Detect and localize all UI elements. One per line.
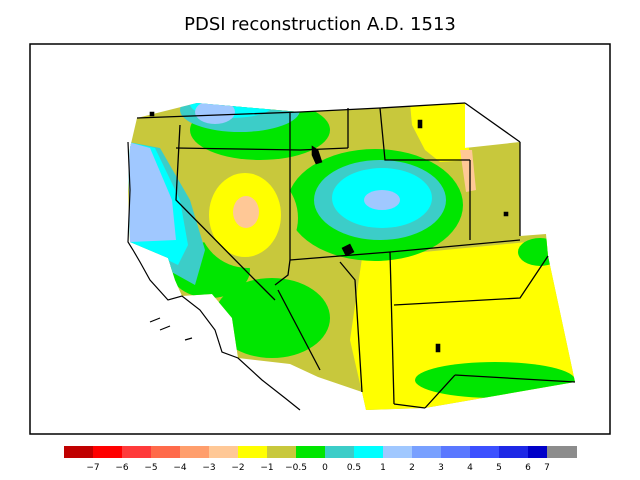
legend-label: −7 bbox=[86, 463, 99, 473]
legend-label: 7 bbox=[544, 463, 550, 473]
lake-powell bbox=[341, 243, 355, 257]
colorado-utah-west bbox=[389, 251, 395, 405]
legend-swatch-neg3-neg2 bbox=[209, 446, 238, 458]
legend-label: −2 bbox=[231, 463, 244, 473]
legend-swatch-gt-7 bbox=[547, 446, 577, 458]
pacific-coastline bbox=[127, 141, 301, 411]
legend-labels: −7 −6 −5 −4 −3 −2 −1 −0.5 0 0.5 1 2 3 4 … bbox=[86, 463, 550, 473]
legend-swatch-neg1-neg05 bbox=[267, 446, 296, 458]
lake-southeast bbox=[435, 343, 441, 353]
band-1-2-north bbox=[195, 103, 235, 124]
legend-colorbar bbox=[64, 446, 577, 458]
wyoming-north bbox=[379, 107, 470, 161]
legend-label: 5 bbox=[496, 463, 502, 473]
canada-border bbox=[136, 102, 466, 119]
texas-newmexico bbox=[424, 374, 456, 409]
legend-label: −3 bbox=[202, 463, 215, 473]
legend-swatch-neg5-neg4 bbox=[151, 446, 180, 458]
california-nevada-border bbox=[175, 124, 276, 301]
contour-fill bbox=[128, 103, 575, 410]
band-neg05-0-arizona bbox=[214, 278, 330, 358]
nevada-arizona-border bbox=[274, 259, 291, 286]
legend-label: 0.5 bbox=[347, 463, 361, 473]
colorado-south bbox=[393, 255, 549, 306]
legend-label: 3 bbox=[438, 463, 444, 473]
arizona-newmexico-border bbox=[339, 261, 363, 393]
legend-swatch-3-4 bbox=[441, 446, 470, 458]
newmexico-south bbox=[393, 403, 426, 409]
legend-label: 1 bbox=[380, 463, 386, 473]
legend-label: 4 bbox=[467, 463, 473, 473]
legend-label: −5 bbox=[144, 463, 157, 473]
legend-swatch-lt-neg7 bbox=[64, 446, 93, 458]
legend-swatch-1-2 bbox=[383, 446, 412, 458]
channel-islands bbox=[149, 317, 193, 341]
legend-swatch-neg4-neg3 bbox=[180, 446, 209, 458]
texas-border bbox=[454, 374, 576, 383]
oregon-nevada-border bbox=[175, 147, 301, 151]
lake-northwest bbox=[149, 111, 155, 117]
legend-label: −0.5 bbox=[285, 463, 307, 473]
band-1-2-wyoming bbox=[364, 190, 400, 210]
band-1-2-west bbox=[128, 142, 176, 242]
legend-swatch-05-1 bbox=[354, 446, 383, 458]
legend-label: 0 bbox=[322, 463, 328, 473]
lakes bbox=[149, 111, 509, 353]
idaho-montana-segment bbox=[299, 147, 349, 151]
band-neg2-neg1-north bbox=[410, 103, 470, 162]
legend-swatch-neg6-neg5 bbox=[122, 446, 151, 458]
legend-swatch-6-7 bbox=[528, 446, 547, 458]
great-salt-lake bbox=[311, 145, 323, 165]
legend-swatch-neg7-neg6 bbox=[93, 446, 122, 458]
legend-swatch-neg2-neg1 bbox=[238, 446, 267, 458]
lake-north bbox=[417, 119, 423, 129]
legend-label: 2 bbox=[409, 463, 415, 473]
legend-label: 6 bbox=[525, 463, 531, 473]
map-title: PDSI reconstruction A.D. 1513 bbox=[184, 14, 456, 35]
band-neg3-neg2-nevada bbox=[233, 196, 259, 228]
legend-swatch-5-6 bbox=[499, 446, 528, 458]
lake-east bbox=[503, 211, 509, 217]
northdakota-border bbox=[464, 102, 521, 143]
legend-label: −6 bbox=[115, 463, 129, 473]
legend-swatch-4-5 bbox=[470, 446, 499, 458]
arizona-california-border bbox=[277, 289, 321, 371]
state-boundaries bbox=[136, 102, 576, 409]
legend-swatch-neg05-0 bbox=[296, 446, 325, 458]
legend-label: −1 bbox=[260, 463, 273, 473]
legend-label: −4 bbox=[173, 463, 187, 473]
legend-swatch-2-3 bbox=[412, 446, 441, 458]
legend-swatch-0-05 bbox=[325, 446, 354, 458]
